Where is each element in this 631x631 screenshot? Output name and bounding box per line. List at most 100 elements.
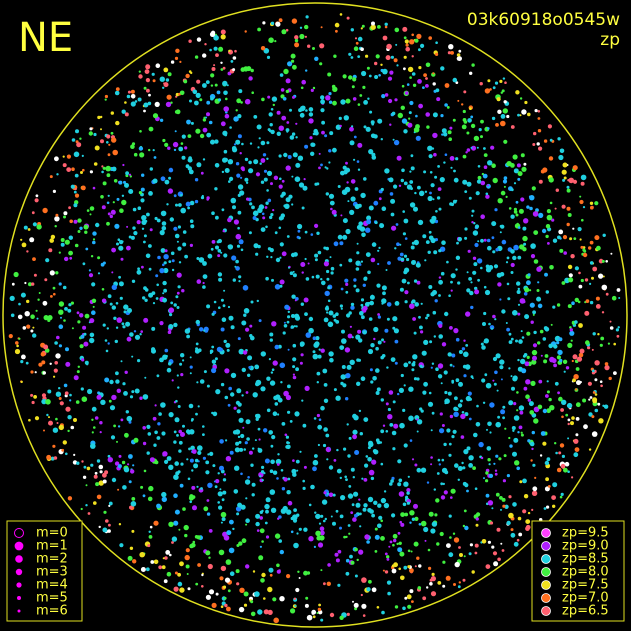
star-dot <box>465 344 469 347</box>
star-dot <box>380 536 385 541</box>
star-dot <box>352 600 354 603</box>
star-dot <box>448 294 451 298</box>
star-dot <box>516 409 519 412</box>
star-dot <box>162 451 168 457</box>
star-dot <box>461 411 465 414</box>
star-dot <box>425 112 431 117</box>
star-dot <box>592 332 596 336</box>
star-dot <box>315 530 321 537</box>
star-dot <box>435 88 440 93</box>
star-dot <box>581 218 584 222</box>
star-dot <box>345 558 350 563</box>
star-dot <box>189 356 192 359</box>
star-dot <box>313 545 316 549</box>
star-dot <box>115 87 120 91</box>
star-dot <box>55 417 58 421</box>
star-dot <box>162 86 165 90</box>
star-dot <box>84 230 88 234</box>
star-dot <box>523 386 528 391</box>
star-dot <box>478 128 482 132</box>
star-dot <box>151 326 156 331</box>
star-dot <box>501 549 505 552</box>
star-dot <box>245 497 248 500</box>
star-dot <box>308 536 314 542</box>
star-dot <box>471 209 475 213</box>
star-dot <box>573 374 579 380</box>
star-dot <box>179 362 183 366</box>
star-dot <box>116 242 119 246</box>
star-field <box>8 13 621 624</box>
star-dot <box>386 558 390 561</box>
star-dot <box>497 557 501 562</box>
star-dot <box>477 165 481 168</box>
star-dot <box>272 103 275 107</box>
star-dot <box>458 350 463 354</box>
star-dot <box>518 532 523 537</box>
star-dot <box>592 397 598 403</box>
star-dot <box>446 543 451 548</box>
star-dot <box>366 66 370 70</box>
star-dot <box>389 70 394 75</box>
star-dot <box>566 222 570 227</box>
star-dot <box>361 24 365 28</box>
star-dot <box>202 53 207 58</box>
star-dot <box>345 373 351 379</box>
star-dot <box>524 314 530 320</box>
star-dot <box>516 538 520 542</box>
star-dot <box>429 578 433 582</box>
star-dot <box>189 219 194 223</box>
star-dot <box>516 222 519 225</box>
star-dot <box>14 341 19 345</box>
star-dot <box>340 170 345 176</box>
star-dot <box>323 383 328 387</box>
star-dot <box>480 266 483 270</box>
star-dot <box>171 268 175 272</box>
star-dot <box>450 280 453 284</box>
star-dot <box>594 408 599 413</box>
star-dot <box>281 29 287 35</box>
star-dot <box>381 610 385 615</box>
star-dot <box>235 441 240 446</box>
star-dot <box>473 262 478 267</box>
star-dot <box>264 503 270 510</box>
star-dot <box>147 496 153 502</box>
star-dot <box>448 442 452 446</box>
star-dot <box>500 190 506 196</box>
star-dot <box>533 259 539 264</box>
star-dot <box>328 193 335 199</box>
star-dot <box>265 225 268 229</box>
star-dot <box>320 514 324 518</box>
star-dot <box>199 133 205 139</box>
star-dot <box>436 472 440 475</box>
star-dot <box>268 567 274 573</box>
star-dot <box>107 342 110 345</box>
star-dot <box>399 422 405 429</box>
star-dot <box>215 592 219 596</box>
star-dot <box>72 460 78 465</box>
star-dot <box>545 290 549 294</box>
star-dot <box>209 48 212 52</box>
star-dot <box>430 292 435 297</box>
star-dot <box>527 511 531 515</box>
star-dot <box>353 135 357 139</box>
star-dot <box>471 145 477 151</box>
star-dot <box>102 479 107 484</box>
star-dot <box>178 449 182 453</box>
star-dot <box>466 131 470 135</box>
star-dot <box>77 230 81 233</box>
star-dot <box>53 456 58 460</box>
star-dot <box>143 317 149 323</box>
star-dot <box>178 440 183 445</box>
star-dot <box>166 367 172 373</box>
star-dot <box>567 213 572 217</box>
star-dot <box>9 295 15 301</box>
star-dot <box>358 549 364 555</box>
star-dot <box>49 362 52 365</box>
star-dot <box>462 524 466 528</box>
star-dot <box>522 235 528 242</box>
star-dot <box>463 339 466 342</box>
star-dot <box>76 370 80 374</box>
star-dot <box>98 525 101 529</box>
star-dot <box>458 381 463 387</box>
star-dot <box>381 338 384 342</box>
